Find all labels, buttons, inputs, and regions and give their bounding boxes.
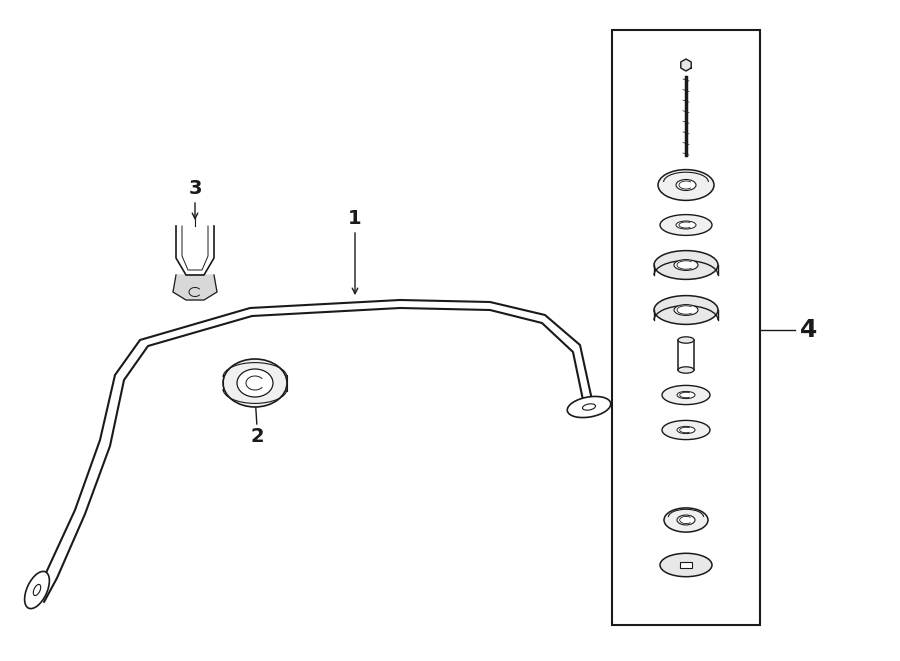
Polygon shape (173, 275, 217, 300)
Ellipse shape (677, 515, 695, 525)
Ellipse shape (664, 508, 708, 532)
Ellipse shape (567, 397, 611, 418)
Ellipse shape (654, 251, 718, 280)
Ellipse shape (654, 295, 718, 325)
Text: 1: 1 (348, 208, 362, 227)
Ellipse shape (662, 385, 710, 405)
Ellipse shape (582, 404, 596, 410)
Ellipse shape (237, 369, 273, 397)
Bar (678, 340, 694, 370)
Text: 4: 4 (800, 318, 817, 342)
Ellipse shape (658, 170, 714, 200)
Ellipse shape (677, 391, 695, 399)
Ellipse shape (674, 305, 698, 315)
Polygon shape (680, 59, 691, 71)
Bar (680, 562, 692, 568)
Ellipse shape (678, 367, 694, 373)
Text: 2: 2 (250, 428, 264, 446)
Ellipse shape (676, 221, 696, 229)
Ellipse shape (678, 337, 694, 343)
Ellipse shape (676, 180, 696, 190)
Ellipse shape (660, 553, 712, 576)
Ellipse shape (662, 420, 710, 440)
Text: 3: 3 (188, 178, 202, 198)
Ellipse shape (677, 426, 695, 434)
Ellipse shape (33, 584, 40, 596)
Ellipse shape (660, 215, 712, 235)
Bar (612, 30, 760, 625)
Ellipse shape (223, 359, 287, 407)
Ellipse shape (24, 571, 50, 609)
Ellipse shape (674, 260, 698, 270)
